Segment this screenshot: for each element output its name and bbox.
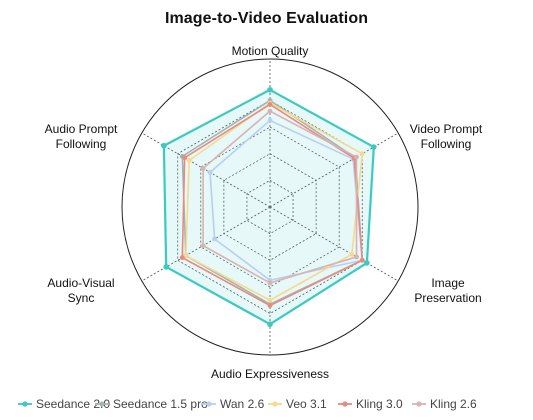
axis-label-6: Audio Prompt Following — [45, 122, 118, 151]
grid-spoke-5 — [141, 206, 271, 282]
point-seedance-2-0-5 — [163, 264, 169, 270]
point-wan-2-6-1 — [267, 118, 273, 123]
legend-item-kling-3-0: Kling 3.0 — [338, 397, 403, 411]
point-wan-2-6-6 — [207, 169, 213, 175]
legend-swatch-dot — [206, 401, 212, 407]
point-kling-2-6-1 — [267, 108, 273, 114]
grid-ring-4 — [177, 99, 363, 315]
point-kling-3-0-5 — [179, 255, 185, 261]
legend-item-seedance-1-5-pro: Seedance 1.5 pro — [95, 397, 208, 411]
legend-label: Veo 3.1 — [286, 397, 327, 411]
point-seedance-2-0-3 — [364, 260, 370, 266]
grid-spoke-6 — [141, 132, 271, 208]
point-veo-3-1-6 — [186, 157, 192, 163]
legend-swatch-dot — [342, 401, 348, 407]
point-seedance-2-0-2 — [371, 144, 377, 150]
point-veo-3-1-2 — [359, 151, 365, 157]
point-wan-2-6-5 — [212, 236, 218, 242]
axis-label-2: Video Prompt Following — [410, 122, 483, 151]
legend-label: Seedance 2.0 — [36, 397, 110, 411]
legend-swatch-dot — [22, 401, 28, 407]
outer-circle — [121, 58, 419, 356]
axis-label-1: Motion Quality — [232, 44, 309, 58]
point-kling-3-0-6 — [182, 155, 188, 161]
legend-swatch-dot — [416, 401, 422, 407]
point-seedance-2-0-4 — [267, 321, 273, 328]
point-veo-3-1-4 — [267, 297, 273, 303]
legend-swatch-dot — [272, 401, 278, 407]
grid-spoke-2 — [269, 132, 399, 208]
point-kling-3-0-1 — [267, 102, 273, 107]
point-seedance-2-0-6 — [161, 142, 167, 149]
point-kling-3-0-4 — [267, 303, 273, 308]
legend-item-veo-3-1: Veo 3.1 — [268, 397, 327, 411]
legend-label: Kling 2.6 — [430, 397, 477, 411]
legend-swatch-dot — [99, 401, 105, 407]
legend-item-kling-2-6: Kling 2.6 — [412, 397, 477, 411]
point-seedance-2-0-1 — [267, 86, 273, 93]
axis-label-4: Audio Expressiveness — [211, 367, 329, 381]
axis-labels: Motion Quality Video Prompt Following Image… — [45, 44, 483, 381]
chart-title: Image-to-Video Evaluation — [164, 10, 369, 27]
point-kling-3-0-3 — [359, 257, 365, 263]
legend-label: Wan 2.6 — [220, 397, 265, 411]
point-kling-2-6-2 — [354, 154, 359, 160]
grid-ring-1 — [246, 179, 294, 235]
axis-label-3: Image Preservation — [414, 276, 481, 305]
legend-item-seedance-2-0: Seedance 2.0 — [18, 397, 110, 411]
series-area-seedance-2-0 — [163, 89, 374, 325]
legend-label: Seedance 1.5 pro — [113, 397, 208, 411]
point-kling-2-6-5 — [200, 243, 206, 249]
legend-item-wan-2-6: Wan 2.6 — [202, 397, 265, 411]
point-kling-2-6-6 — [200, 165, 206, 171]
series-fills — [163, 89, 374, 325]
grid-spoke-3 — [269, 206, 399, 282]
point-veo-3-1-3 — [349, 251, 355, 257]
series-points — [161, 86, 377, 328]
point-kling-2-6-4 — [267, 280, 273, 286]
legend-label: Kling 3.0 — [356, 397, 403, 411]
legend: Seedance 2.0 Seedance 1.5 pro Wan 2.6 Veo 3… — [18, 397, 477, 411]
axis-label-5: Audio-Visual Sync — [47, 276, 114, 305]
point-kling-2-6-3 — [354, 254, 359, 260]
radar-grid — [121, 58, 419, 356]
